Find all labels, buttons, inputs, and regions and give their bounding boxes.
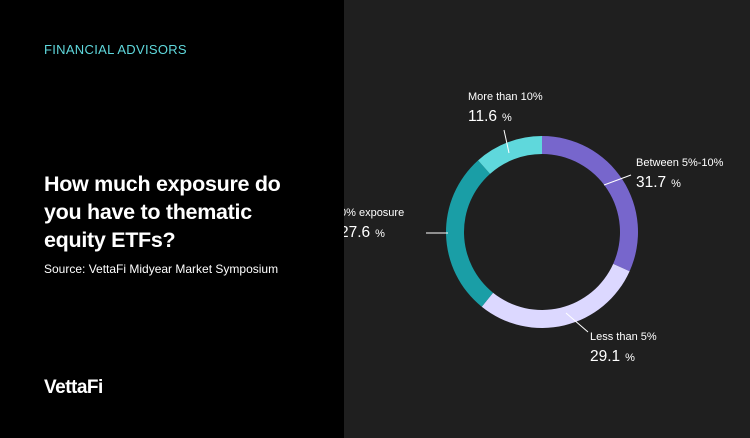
slice-value-1: 31.7% (636, 174, 681, 191)
slice-label-2: Less than 5% (590, 331, 657, 343)
slice-label-3: 0% exposure (344, 207, 404, 219)
left-panel: FINANCIAL ADVISORS How much exposure do … (0, 0, 344, 438)
donut-slice-2 (481, 263, 630, 328)
donut-slice-4 (478, 136, 542, 174)
leader-line-4 (503, 129, 510, 154)
source-note: Source: VettaFi Midyear Market Symposium (44, 262, 279, 276)
slice-value-3: 27.6% (344, 224, 385, 241)
leader-line-1 (603, 174, 632, 186)
vettafi-logo: VettaFi (44, 377, 103, 398)
leader-line-2 (565, 312, 589, 333)
page-title: How much exposure do you have to themati… (44, 172, 281, 252)
slice-label-4: More than 10% (468, 91, 543, 103)
donut-slice-1 (542, 136, 638, 272)
slice-label-1: Between 5%-10% (636, 157, 724, 169)
donut-slice-3 (446, 160, 494, 307)
category-label: FINANCIAL ADVISORS (44, 42, 187, 57)
donut-chart: Between 5%-10% 31.7 % Less than 5% 29.1 % 0% e… (344, 91, 724, 365)
chart-panel (344, 0, 750, 438)
slice-value-2: 29.1% (590, 348, 635, 365)
slice-value-4: 11.6% (468, 108, 512, 125)
